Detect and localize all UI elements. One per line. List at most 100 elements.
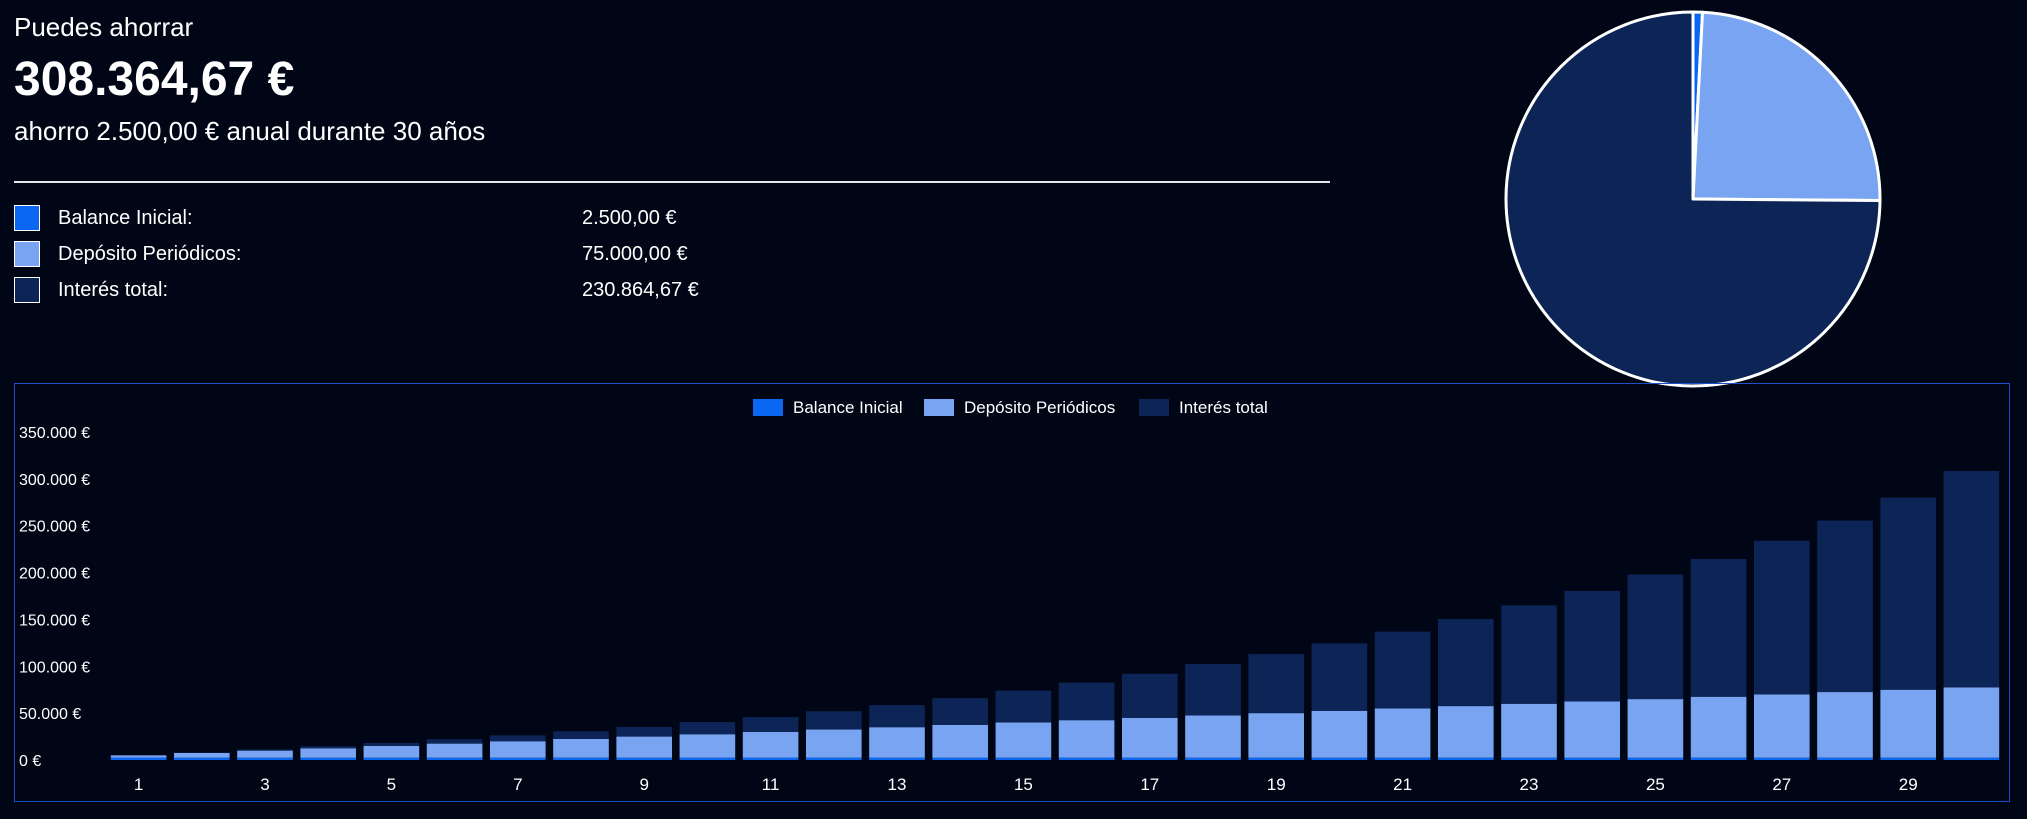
bar-segment-periodic-deposits [1753, 694, 1810, 758]
breakdown-label: Balance Inicial: [58, 207, 193, 229]
bar-segment-periodic-deposits [1943, 687, 2000, 758]
bar-segment-total-interest [1437, 618, 1494, 707]
bar-segment-periodic-deposits [742, 731, 799, 758]
x-tick-label: 3 [260, 775, 269, 794]
bar-segment-initial-balance [363, 757, 420, 760]
legend-periodic-deposits[interactable]: Depósito Periódicos [924, 398, 1115, 417]
x-tick-label: 9 [639, 775, 648, 794]
bar-segment-total-interest [1817, 520, 1873, 693]
bar-segment-total-interest [1627, 574, 1684, 700]
bar-segment-total-interest [1564, 590, 1621, 702]
bar-segment-initial-balance [869, 757, 925, 760]
bar-segment-initial-balance [1880, 757, 1937, 760]
bar-segment-periodic-deposits [300, 748, 357, 758]
bar-segment-periodic-deposits [616, 736, 673, 758]
bar-segment-initial-balance [300, 757, 357, 760]
x-tick-label: 21 [1393, 775, 1412, 794]
bar-segment-periodic-deposits [489, 741, 546, 758]
bar-segment-periodic-deposits [1185, 715, 1241, 758]
bar-segment-initial-balance [110, 757, 167, 760]
bar-segment-periodic-deposits [1627, 699, 1684, 758]
breakdown-row-deposits: Depósito Periódicos: 75.000,00 € [14, 241, 1014, 277]
bar-segment-periodic-deposits [932, 724, 989, 758]
bar-chart-panel: Balance Inicial Depósito Periódicos Interé… [14, 383, 2010, 802]
bar-segment-initial-balance [553, 757, 609, 760]
breakdown-label: Interés total: [58, 279, 169, 301]
bar-segment-total-interest [995, 690, 1052, 723]
bar-segment-total-interest [237, 749, 293, 751]
bar-segment-initial-balance [1817, 757, 1873, 760]
x-tick-label: 11 [762, 775, 780, 794]
legend-swatch [924, 399, 954, 416]
y-tick-label: 50.000 € [19, 706, 81, 723]
legend-total-interest[interactable]: Interés total [1139, 398, 1268, 417]
x-tick-label: 19 [1267, 775, 1286, 794]
bar-segment-initial-balance [742, 757, 799, 760]
bar-segment-periodic-deposits [679, 734, 736, 758]
breakdown-value: 2.500,00 € [582, 207, 677, 229]
bar-segment-periodic-deposits [1880, 689, 1937, 758]
bar-segment-periodic-deposits [173, 752, 230, 758]
x-tick-label: 23 [1520, 775, 1539, 794]
bar-segment-total-interest [679, 722, 736, 735]
breakdown-value: 75.000,00 € [582, 243, 688, 265]
bar-segment-total-interest [1185, 663, 1241, 716]
pie-slice-periodic-deposits [1691, 10, 1882, 203]
bar-chart: Balance Inicial Depósito Periódicos Interé… [19, 398, 2000, 794]
divider [14, 181, 1330, 183]
bar-segment-periodic-deposits [426, 743, 483, 758]
bar-segment-initial-balance [679, 757, 736, 760]
bar-segment-total-interest [742, 717, 799, 732]
bar-segment-periodic-deposits [553, 738, 609, 758]
bar-segment-initial-balance [237, 757, 293, 760]
y-tick-label: 100.000 € [19, 659, 90, 676]
bar-segment-total-interest [1880, 497, 1937, 690]
bar-segment-initial-balance [1437, 757, 1494, 760]
x-tick-label: 25 [1646, 775, 1665, 794]
bar-segment-initial-balance [1501, 757, 1557, 760]
y-tick-label: 300.000 € [19, 472, 90, 489]
bar-segment-total-interest [553, 731, 609, 739]
bar-segment-periodic-deposits [995, 722, 1052, 758]
bar-segment-periodic-deposits [1374, 708, 1431, 758]
bar-segment-periodic-deposits [1058, 720, 1115, 758]
bar-segment-periodic-deposits [237, 750, 293, 758]
bar-segment-total-interest [426, 739, 483, 744]
bar-segment-periodic-deposits [1690, 696, 1747, 758]
bar-segment-periodic-deposits [1121, 717, 1178, 758]
pie-chart [1504, 10, 1882, 388]
bar-segment-periodic-deposits [869, 727, 925, 758]
bar-segment-total-interest [1690, 558, 1747, 697]
bar-segment-initial-balance [1564, 757, 1621, 760]
bar-segment-periodic-deposits [805, 729, 862, 758]
breakdown-row-interest: Interés total: 230.864,67 € [14, 277, 1014, 313]
legend-label: Balance Inicial [793, 398, 903, 417]
x-tick-label: 1 [134, 775, 143, 794]
bar-segment-initial-balance [1943, 757, 2000, 760]
bar-segment-periodic-deposits [1437, 706, 1494, 758]
pie-slice-total-interest [1504, 10, 1882, 388]
summary-subtitle: ahorro 2.500,00 € anual durante 30 años [14, 116, 486, 146]
bar-segment-initial-balance [1627, 757, 1684, 760]
bar-segment-total-interest [805, 711, 862, 730]
bar-segment-periodic-deposits [1817, 692, 1873, 758]
bar-segment-total-interest [1753, 540, 1810, 695]
legend-swatch [753, 399, 783, 416]
swatch-initial-balance [14, 205, 40, 231]
bar-segment-periodic-deposits [1564, 701, 1621, 758]
legend-initial-balance[interactable]: Balance Inicial [753, 398, 903, 417]
x-tick-label: 15 [1014, 775, 1033, 794]
x-tick-label: 27 [1772, 775, 1791, 794]
total-amount: 308.364,67 € [14, 53, 295, 106]
x-tick-label: 7 [513, 775, 522, 794]
bar-segment-total-interest [300, 746, 357, 749]
bar-segment-initial-balance [805, 757, 862, 760]
bar-segment-total-interest [489, 735, 546, 742]
bar-segment-initial-balance [1374, 757, 1431, 760]
y-tick-label: 0 € [19, 753, 41, 770]
x-tick-label: 29 [1899, 775, 1918, 794]
swatch-total-interest [14, 277, 40, 303]
bar-segment-periodic-deposits [110, 755, 167, 758]
bar-segment-total-interest [1501, 605, 1557, 704]
bar-segment-initial-balance [1690, 757, 1747, 760]
